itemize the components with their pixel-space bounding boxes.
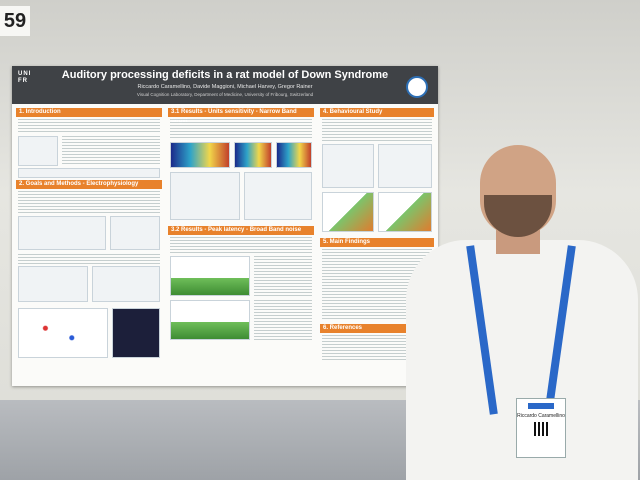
intro-text-2	[62, 136, 160, 164]
latency-histogram-2	[170, 300, 250, 340]
badge-logo-icon	[528, 403, 554, 409]
board-number: 59	[0, 6, 30, 36]
location-scatter-figure	[18, 308, 108, 358]
section-behaviour-heading: 4. Behavioural Study	[320, 108, 434, 117]
section-references-heading: 6. References	[320, 324, 434, 333]
methods-text	[18, 254, 160, 264]
brain-atlas-figure	[112, 308, 160, 358]
thalamus-text	[254, 300, 312, 340]
narrow-band-figure	[170, 172, 240, 220]
auditory-cortex-text	[254, 256, 312, 296]
scientific-poster: UNI FR Auditory processing deficits in a…	[12, 66, 438, 386]
broad-band-figure	[244, 172, 312, 220]
heatmap-figure-3	[276, 142, 312, 168]
behaviour-curve-2	[378, 144, 432, 188]
section-intro-heading: 1. Introduction	[16, 108, 162, 117]
heatmap-figure-1	[170, 142, 230, 168]
intro-figure	[18, 136, 58, 166]
heatmap-figure-2	[234, 142, 272, 168]
section-results2-heading: 3.2 Results - Peak latency - Broad Band …	[168, 226, 314, 235]
section-findings-heading: 5. Main Findings	[320, 238, 434, 247]
psychometric-figure-1	[322, 192, 374, 232]
poster-header: UNI FR Auditory processing deficits in a…	[12, 66, 438, 104]
presenter: Riccardo Caramellino	[400, 140, 640, 480]
results2-text	[170, 237, 312, 253]
university-logo: UNI FR	[18, 71, 32, 84]
name-badge: Riccardo Caramellino	[516, 398, 566, 458]
lab-logo-icon	[406, 76, 428, 98]
badge-name: Riccardo Caramellino	[517, 413, 565, 419]
goals-text	[18, 191, 160, 213]
behaviour-text	[322, 119, 432, 141]
probe-figure	[110, 216, 160, 250]
behaviour-curve-1	[322, 144, 374, 188]
beard	[484, 195, 552, 237]
section-goals-heading: 2. Goals and Methods - Electrophysiology	[16, 180, 162, 189]
intro-figure-2	[18, 168, 160, 178]
latency-histogram-1	[170, 256, 250, 296]
poster-affiliation: Visual Cognition Laboratory, Department …	[136, 92, 314, 97]
classes-figure	[18, 266, 88, 302]
poster-title: Auditory processing deficits in a rat mo…	[61, 69, 389, 81]
results1-text	[170, 119, 312, 139]
section-results1-heading: 3.1 Results - Units sensitivity - Narrow…	[168, 108, 314, 124]
poster-authors: Riccardo Caramellino, Davide Maggioni, M…	[137, 84, 313, 90]
qr-code-icon	[534, 422, 548, 436]
methods-figure	[18, 216, 106, 250]
intro-text	[18, 119, 160, 133]
tuning-figure	[92, 266, 160, 302]
psychometric-figure-2	[378, 192, 432, 232]
